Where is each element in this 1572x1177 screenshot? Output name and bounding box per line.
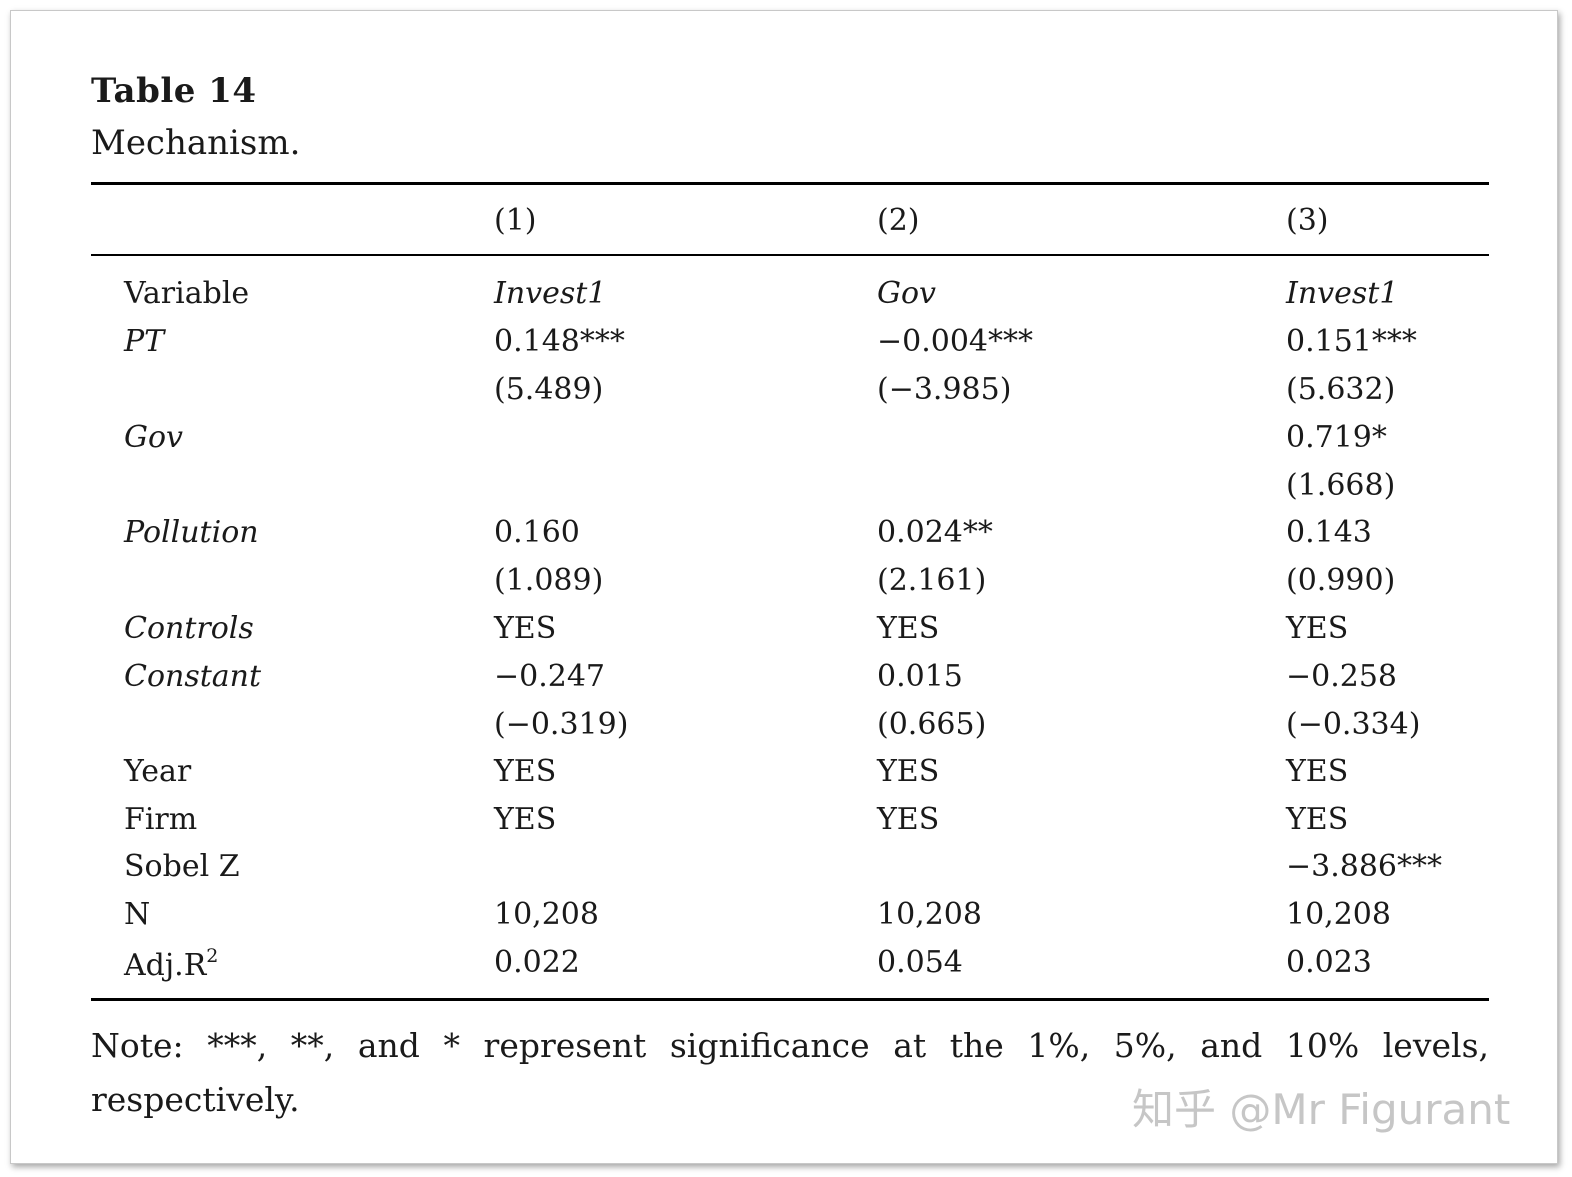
- column-header-3: (3): [1286, 203, 1329, 238]
- row-label-text: Firm: [124, 802, 198, 837]
- table-cell: 10,208: [1286, 897, 1391, 932]
- table-title: Table 14: [91, 71, 257, 111]
- watermark: 知乎 @Mr Figurant: [1132, 1085, 1511, 1134]
- top-rule: [91, 182, 1489, 185]
- row-label: Constant: [124, 659, 261, 694]
- row-label-text: Variable: [124, 276, 250, 311]
- table-cell: YES: [877, 754, 940, 789]
- table-cell: 0.022: [494, 945, 580, 980]
- row-label: Adj.R2: [124, 945, 218, 983]
- table-cell: Invest1: [494, 276, 607, 311]
- table-cell: YES: [494, 611, 557, 646]
- table-cell: YES: [494, 754, 557, 789]
- row-label: Variable: [124, 276, 249, 311]
- row-label-text: Sobel Z: [124, 849, 240, 884]
- table-cell: 0.054: [877, 945, 963, 980]
- table-cell: 0.151***: [1286, 324, 1417, 359]
- table-cell: YES: [494, 802, 557, 837]
- table-cell: 0.023: [1286, 945, 1372, 980]
- column-header-2: (2): [877, 203, 920, 238]
- table-cell: (5.489): [494, 372, 604, 407]
- table-cell: YES: [877, 802, 940, 837]
- table-cell: YES: [1286, 754, 1349, 789]
- table-cell: Invest1: [1286, 276, 1399, 311]
- table-cell: (0.665): [877, 707, 987, 742]
- row-label-text: Year: [124, 754, 192, 789]
- table-cell: (1.668): [1286, 468, 1396, 503]
- bottom-rule: [91, 998, 1489, 1001]
- table-cell: 0.015: [877, 659, 963, 694]
- table-cell: (−3.985): [877, 372, 1012, 407]
- row-label: Sobel Z: [124, 849, 240, 884]
- table-cell: YES: [877, 611, 940, 646]
- row-label: Gov: [124, 420, 183, 455]
- table-cell: (0.990): [1286, 563, 1396, 598]
- row-label-text: Gov: [124, 420, 183, 455]
- row-label-text: Pollution: [124, 515, 259, 550]
- row-label-text: N: [124, 897, 151, 932]
- row-label: Pollution: [124, 515, 259, 550]
- table-cell: Gov: [877, 276, 936, 311]
- row-label-text: Adj.R: [124, 948, 207, 983]
- table-cell: (1.089): [494, 563, 604, 598]
- table-cell: −0.258: [1286, 659, 1398, 694]
- table-cell: 10,208: [494, 897, 599, 932]
- table-cell: YES: [1286, 802, 1349, 837]
- row-label: Firm: [124, 802, 197, 837]
- table-caption: Mechanism.: [91, 123, 301, 163]
- column-header-1: (1): [494, 203, 537, 238]
- header-rule: [91, 254, 1489, 256]
- row-label: Controls: [124, 611, 254, 646]
- table-cell: (−0.334): [1286, 707, 1421, 742]
- table-cell: (−0.319): [494, 707, 629, 742]
- table-cell: YES: [1286, 611, 1349, 646]
- table-cell: 0.719*: [1286, 420, 1387, 455]
- table-figure: Table 14 Mechanism. (1) (2) (3) Variable…: [10, 10, 1558, 1164]
- table-cell: 0.143: [1286, 515, 1372, 550]
- table-cell: (5.632): [1286, 372, 1396, 407]
- row-label-text: PT: [124, 324, 165, 359]
- table-cell: (2.161): [877, 563, 987, 598]
- table-cell: 10,208: [877, 897, 982, 932]
- row-label: N: [124, 897, 150, 932]
- row-label-superscript: 2: [206, 945, 219, 967]
- table-cell: 0.024**: [877, 515, 993, 550]
- row-label-text: Constant: [124, 659, 262, 694]
- row-label-text: Controls: [124, 611, 254, 646]
- row-label: Year: [124, 754, 191, 789]
- row-label: PT: [124, 324, 164, 359]
- table-cell: 0.160: [494, 515, 580, 550]
- table-cell: −0.247: [494, 659, 606, 694]
- table-cell: −3.886***: [1286, 849, 1443, 884]
- table-note: Note: ***, **, and * represent significa…: [91, 1026, 1489, 1119]
- table-cell: 0.148***: [494, 324, 625, 359]
- table-cell: −0.004***: [877, 324, 1034, 359]
